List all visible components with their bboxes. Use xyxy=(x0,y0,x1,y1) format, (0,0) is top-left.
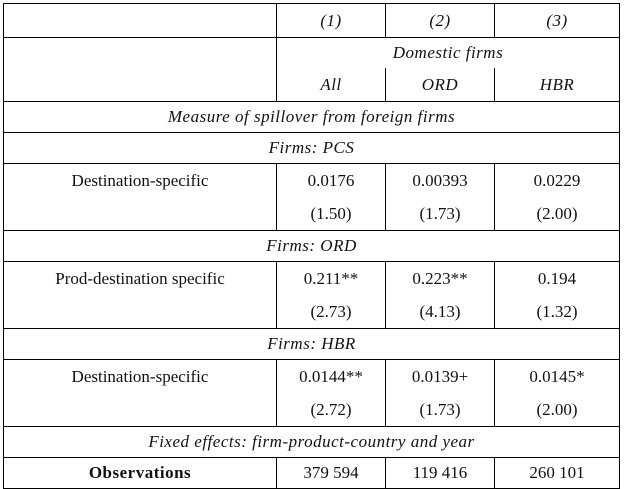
fixed-effects-row: Fixed effects: firm-product-country and … xyxy=(3,426,620,458)
row-label: Destination-specific xyxy=(3,163,277,197)
t-stat: (2.73) xyxy=(276,295,386,329)
estimate-row: Prod-destination specific 0.211** 0.223** 0… xyxy=(3,261,620,295)
estimate-row: Destination-specific 0.0144** 0.0139+ 0.014… xyxy=(3,359,620,393)
estimate: 0.0176 xyxy=(276,163,386,197)
empty-cell xyxy=(3,37,277,102)
column-label: HBR xyxy=(494,68,620,102)
observations-value: 260 101 xyxy=(494,457,620,489)
estimate: 0.194 xyxy=(494,261,620,295)
estimate: 0.0145* xyxy=(494,359,620,393)
column-number: (1) xyxy=(276,3,386,38)
t-stat: (2.00) xyxy=(494,197,620,231)
empty-cell xyxy=(3,295,277,329)
observations-value: 379 594 xyxy=(276,457,386,489)
row-label: Destination-specific xyxy=(3,359,277,393)
observations-value: 119 416 xyxy=(385,457,495,489)
estimate: 0.211** xyxy=(276,261,386,295)
header-row: (1) (2) (3) xyxy=(3,3,620,38)
panel-title-row: Firms: ORD xyxy=(3,230,620,262)
panel-title-row: Firms: HBR xyxy=(3,328,620,360)
observations-label: Observations xyxy=(3,457,277,489)
empty-cell xyxy=(3,197,277,231)
t-stat: (1.73) xyxy=(385,197,495,231)
fixed-effects: Fixed effects: firm-product-country and … xyxy=(3,426,620,458)
column-label: All xyxy=(276,68,386,102)
observations-row: Observations 379 594 119 416 260 101 xyxy=(3,457,620,489)
estimate: 0.0139+ xyxy=(385,359,495,393)
estimate: 0.00393 xyxy=(385,163,495,197)
label-row: All ORD HBR xyxy=(4,68,620,102)
regression-table: (1) (2) (3) Domestic firms All ORD HBR M… xyxy=(3,3,620,489)
group-row: Domestic firms xyxy=(3,37,620,102)
t-stat-row: (1.50) (1.73) (2.00) xyxy=(3,197,620,231)
column-number: (3) xyxy=(494,3,620,38)
column-number: (2) xyxy=(385,3,495,38)
panel-title: Firms: HBR xyxy=(3,328,620,360)
t-stat: (1.32) xyxy=(494,295,620,329)
t-stat: (1.50) xyxy=(276,197,386,231)
section-row: Measure of spillover from foreign firms xyxy=(3,101,620,133)
t-stat-row: (2.72) (1.73) (2.00) xyxy=(3,393,620,427)
column-group: Domestic firms xyxy=(276,37,620,68)
t-stat-row: (2.73) (4.13) (1.32) xyxy=(3,295,620,329)
t-stat: (1.73) xyxy=(385,393,495,427)
empty-cell xyxy=(3,393,277,427)
empty-cell xyxy=(3,3,277,38)
panel-title: Firms: PCS xyxy=(3,132,620,164)
estimate: 0.0144** xyxy=(276,359,386,393)
estimate: 0.223** xyxy=(385,261,495,295)
t-stat: (2.72) xyxy=(276,393,386,427)
section-title: Measure of spillover from foreign firms xyxy=(3,101,620,133)
panel-title: Firms: ORD xyxy=(3,230,620,262)
estimate: 0.0229 xyxy=(494,163,620,197)
panel-title-row: Firms: PCS xyxy=(3,132,620,164)
t-stat: (2.00) xyxy=(494,393,620,427)
estimate-row: Destination-specific 0.0176 0.00393 0.0229 xyxy=(3,163,620,197)
t-stat: (4.13) xyxy=(385,295,495,329)
column-label: ORD xyxy=(385,68,495,102)
row-label: Prod-destination specific xyxy=(3,261,277,295)
